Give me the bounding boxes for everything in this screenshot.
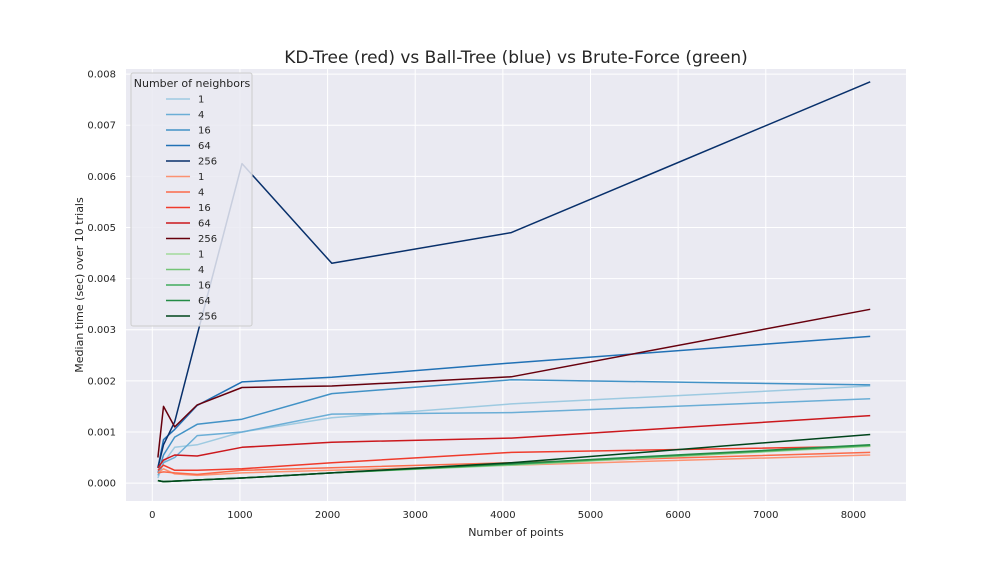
y-tick-label: 0.002 xyxy=(87,376,116,387)
y-tick-label: 0.001 xyxy=(87,427,116,438)
x-tick-label: 0 xyxy=(149,510,155,521)
legend-entry-label: 64 xyxy=(198,296,211,307)
x-tick-label: 7000 xyxy=(753,510,778,521)
legend-entry-label: 1 xyxy=(198,172,204,183)
legend-entry-label: 256 xyxy=(198,157,217,168)
x-tick-label: 4000 xyxy=(490,510,515,521)
legend-entry-label: 4 xyxy=(198,265,204,276)
legend-entry-label: 4 xyxy=(198,110,204,121)
y-tick-label: 0.005 xyxy=(87,223,116,234)
series-line-0 xyxy=(157,385,871,479)
chart-title: KD-Tree (red) vs Ball-Tree (blue) vs Bru… xyxy=(284,48,748,68)
grid xyxy=(126,69,906,501)
y-tick-label: 0.008 xyxy=(87,70,116,81)
x-tick-label: 8000 xyxy=(841,510,866,521)
y-tick-label: 0.003 xyxy=(87,325,116,336)
legend-entry-label: 16 xyxy=(198,281,211,292)
legend-entry-label: 64 xyxy=(198,141,211,152)
y-axis-ticks: 0.000 0.001 0.002 0.003 0.004 0.005 0.006 0.007… xyxy=(87,70,116,490)
series-line-3 xyxy=(157,335,871,468)
x-axis-label: Number of points xyxy=(468,526,564,539)
legend-entry-label: 16 xyxy=(198,203,211,214)
legend-entry-label: 4 xyxy=(198,188,204,199)
x-tick-label: 2000 xyxy=(315,510,340,521)
legend-entry-label: 1 xyxy=(198,95,204,106)
series-line-6 xyxy=(157,451,871,476)
legend: Number of neighbors 1 4 16 64 256 1 4 16 64 256 1 4… xyxy=(130,72,253,327)
legend-box xyxy=(130,72,253,327)
x-tick-label: 1000 xyxy=(227,510,252,521)
y-tick-label: 0.006 xyxy=(87,172,116,183)
y-tick-label: 0.000 xyxy=(87,479,116,490)
legend-entry-label: 64 xyxy=(198,219,211,230)
series-line-7 xyxy=(157,445,871,472)
series-line-14 xyxy=(157,433,871,483)
x-tick-label: 6000 xyxy=(665,510,690,521)
series-group xyxy=(157,81,871,483)
series-line-2 xyxy=(157,379,871,474)
x-tick-label: 5000 xyxy=(578,510,603,521)
series-line-9 xyxy=(157,308,871,458)
y-axis-label: Median time (sec) over 10 trials xyxy=(73,197,86,373)
series-line-1 xyxy=(157,398,871,476)
legend-entry-label: 256 xyxy=(198,234,217,245)
legend-title: Number of neighbors xyxy=(134,77,251,90)
series-line-8 xyxy=(157,414,871,469)
legend-entry-label: 256 xyxy=(198,312,217,323)
legend-entry-label: 16 xyxy=(198,126,211,137)
legend-entry-label: 1 xyxy=(198,250,204,261)
x-axis-ticks: 0 1000 2000 3000 4000 5000 6000 7000 8000 xyxy=(149,510,866,521)
y-tick-label: 0.004 xyxy=(87,274,116,285)
x-tick-label: 3000 xyxy=(402,510,427,521)
y-tick-label: 0.007 xyxy=(87,121,116,132)
